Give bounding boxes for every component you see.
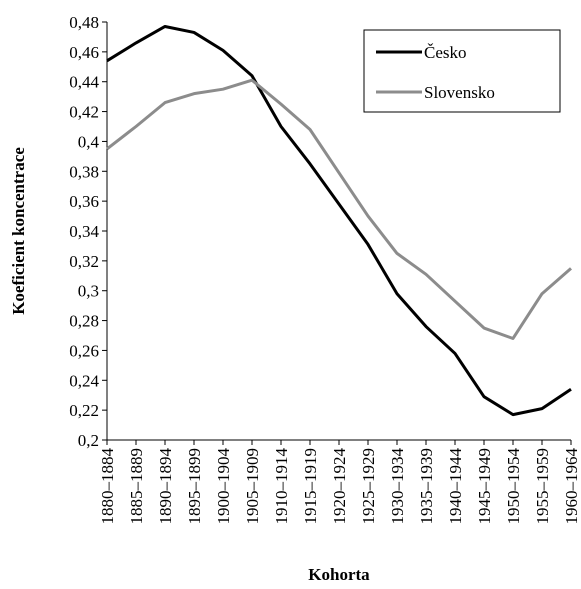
x-tick-label: 1900–1904: [214, 448, 233, 525]
x-tick-label: 1940–1944: [446, 448, 465, 525]
y-tick-label: 0,4: [78, 132, 100, 151]
y-tick-label: 0,44: [69, 73, 99, 92]
x-tick-label: 1915–1919: [301, 448, 320, 525]
x-tick-label: 1910–1914: [272, 448, 291, 525]
legend-label: Slovensko: [424, 83, 495, 102]
x-tick-label: 1890–1894: [156, 448, 175, 525]
y-tick-label: 0,32: [69, 252, 99, 271]
y-tick-label: 0,28: [69, 312, 99, 331]
y-tick-label: 0,2: [78, 431, 99, 450]
x-tick-label: 1935–1939: [417, 448, 436, 525]
x-tick-label: 1930–1934: [388, 448, 407, 525]
x-axis-title: Kohorta: [308, 565, 370, 584]
y-tick-label: 0,22: [69, 401, 99, 420]
x-tick-label: 1885–1889: [127, 448, 146, 525]
y-tick-label: 0,42: [69, 103, 99, 122]
y-tick-label: 0,36: [69, 192, 99, 211]
x-tick-label: 1905–1909: [243, 448, 262, 525]
y-tick-label: 0,38: [69, 162, 99, 181]
legend-label: Česko: [424, 43, 467, 62]
y-tick-label: 0,24: [69, 371, 99, 390]
y-tick-label: 0,34: [69, 222, 99, 241]
x-tick-label: 1960–1964: [562, 448, 581, 525]
line-series: [106, 78, 572, 340]
line-series: [106, 24, 572, 417]
y-axis-title: Koeficient koncentrace: [9, 147, 28, 315]
x-tick-label: 1950–1954: [504, 448, 523, 525]
x-tick-label: 1920–1924: [330, 448, 349, 525]
y-tick-label: 0,48: [69, 13, 99, 32]
x-tick-label: 1880–1884: [98, 448, 117, 525]
x-tick-label: 1945–1949: [475, 448, 494, 525]
y-tick-label: 0,26: [69, 341, 99, 360]
y-tick-label: 0,46: [69, 43, 99, 62]
legend-box: [363, 29, 561, 113]
x-tick-label: 1925–1929: [359, 448, 378, 525]
x-tick-label: 1955–1959: [533, 448, 552, 525]
y-tick-label: 0,3: [78, 282, 99, 301]
x-tick-label: 1895–1899: [185, 448, 204, 525]
